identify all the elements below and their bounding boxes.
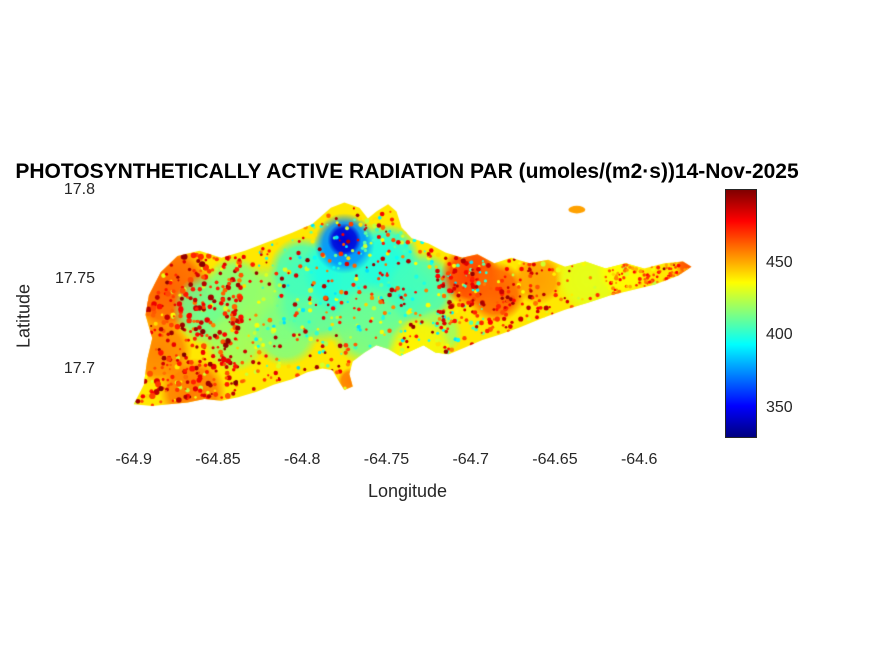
x-tick-label: -64.6 <box>620 451 658 468</box>
x-tick-label: -64.7 <box>452 451 489 468</box>
x-axis-label: Longitude <box>367 481 448 501</box>
colorbar-canvas <box>725 189 757 438</box>
x-tick-label: -64.85 <box>195 451 241 468</box>
y-tick-label: 17.7 <box>63 359 95 377</box>
x-tick-label: -64.9 <box>115 451 152 468</box>
x-tick-label: -64.8 <box>283 451 321 468</box>
x-tick-label: -64.65 <box>532 451 578 468</box>
y-tick-label: 17.8 <box>63 181 95 198</box>
colorbar-tick-label: 400 <box>766 326 793 344</box>
colorbar-tick-label: 350 <box>766 398 793 416</box>
y-tick-label: 17.75 <box>54 270 95 288</box>
map-canvas <box>100 190 715 440</box>
y-axis-label: Latitude <box>13 283 34 349</box>
plot-title: PHOTOSYNTHETICALLY ACTIVE RADIATION PAR … <box>15 160 799 183</box>
x-tick-label: -64.75 <box>363 451 410 468</box>
colorbar-tick-label: 450 <box>766 253 793 271</box>
